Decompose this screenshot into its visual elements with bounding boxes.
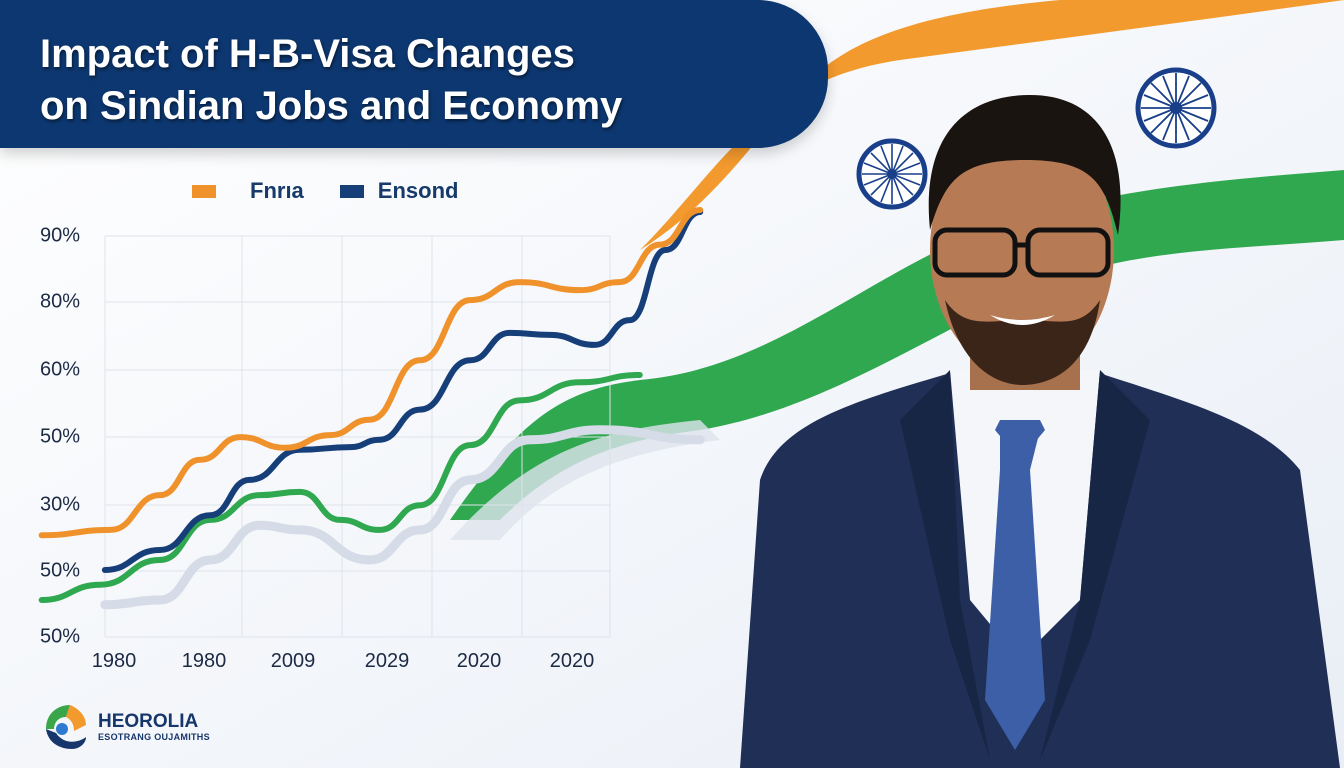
company-logo: HEOROLIA ESOTRANG OUJAMITHS [42, 703, 210, 751]
series-line-0 [38, 206, 704, 539]
x-tick-label: 2020 [549, 650, 595, 672]
series-line-3 [100, 425, 705, 610]
ashoka-chakra-icon [856, 138, 928, 210]
y-tick-label: 50% [40, 559, 81, 582]
series-line-2 [38, 371, 643, 604]
x-tick-label: 1980 [91, 650, 137, 672]
legend-label-1: Fnrıa [250, 178, 304, 203]
y-tick-label: 50% [40, 625, 81, 648]
x-tick-label: 2029 [364, 650, 410, 672]
x-tick-label: 1980 [181, 650, 227, 672]
y-tick-label: 50% [40, 425, 81, 448]
page-title: Impact of H-B-Visa Changes on Sindian Jo… [40, 28, 622, 132]
x-tick-label: 2020 [456, 650, 502, 672]
person-illustration [740, 95, 1340, 768]
y-tick-label: 90% [40, 224, 81, 247]
legend-label-2: Ensond [377, 178, 459, 203]
x-tick-label: 2009 [270, 650, 316, 672]
title-line-2: on Sindian Jobs and Economy [40, 84, 623, 128]
legend-swatch-orange [192, 184, 216, 198]
logo-mark-icon [46, 705, 86, 749]
legend-swatch-navy [339, 184, 364, 198]
y-tick-label: 60% [40, 358, 81, 381]
title-banner: Impact of H-B-Visa Changes on Sindian Jo… [0, 0, 828, 148]
ashoka-chakra-icon [1135, 67, 1217, 149]
y-tick-label: 80% [40, 290, 81, 313]
chart-legend: Fnrıa Ensond [192, 178, 458, 204]
title-line-1: Impact of H-B-Visa Changes [40, 32, 575, 76]
logo-tagline: ESOTRANG OUJAMITHS [98, 732, 210, 742]
y-tick-label: 30% [40, 493, 81, 516]
logo-name: HEOROLIA [98, 711, 199, 732]
chart-series [38, 206, 705, 610]
series-line-1 [101, 208, 704, 573]
